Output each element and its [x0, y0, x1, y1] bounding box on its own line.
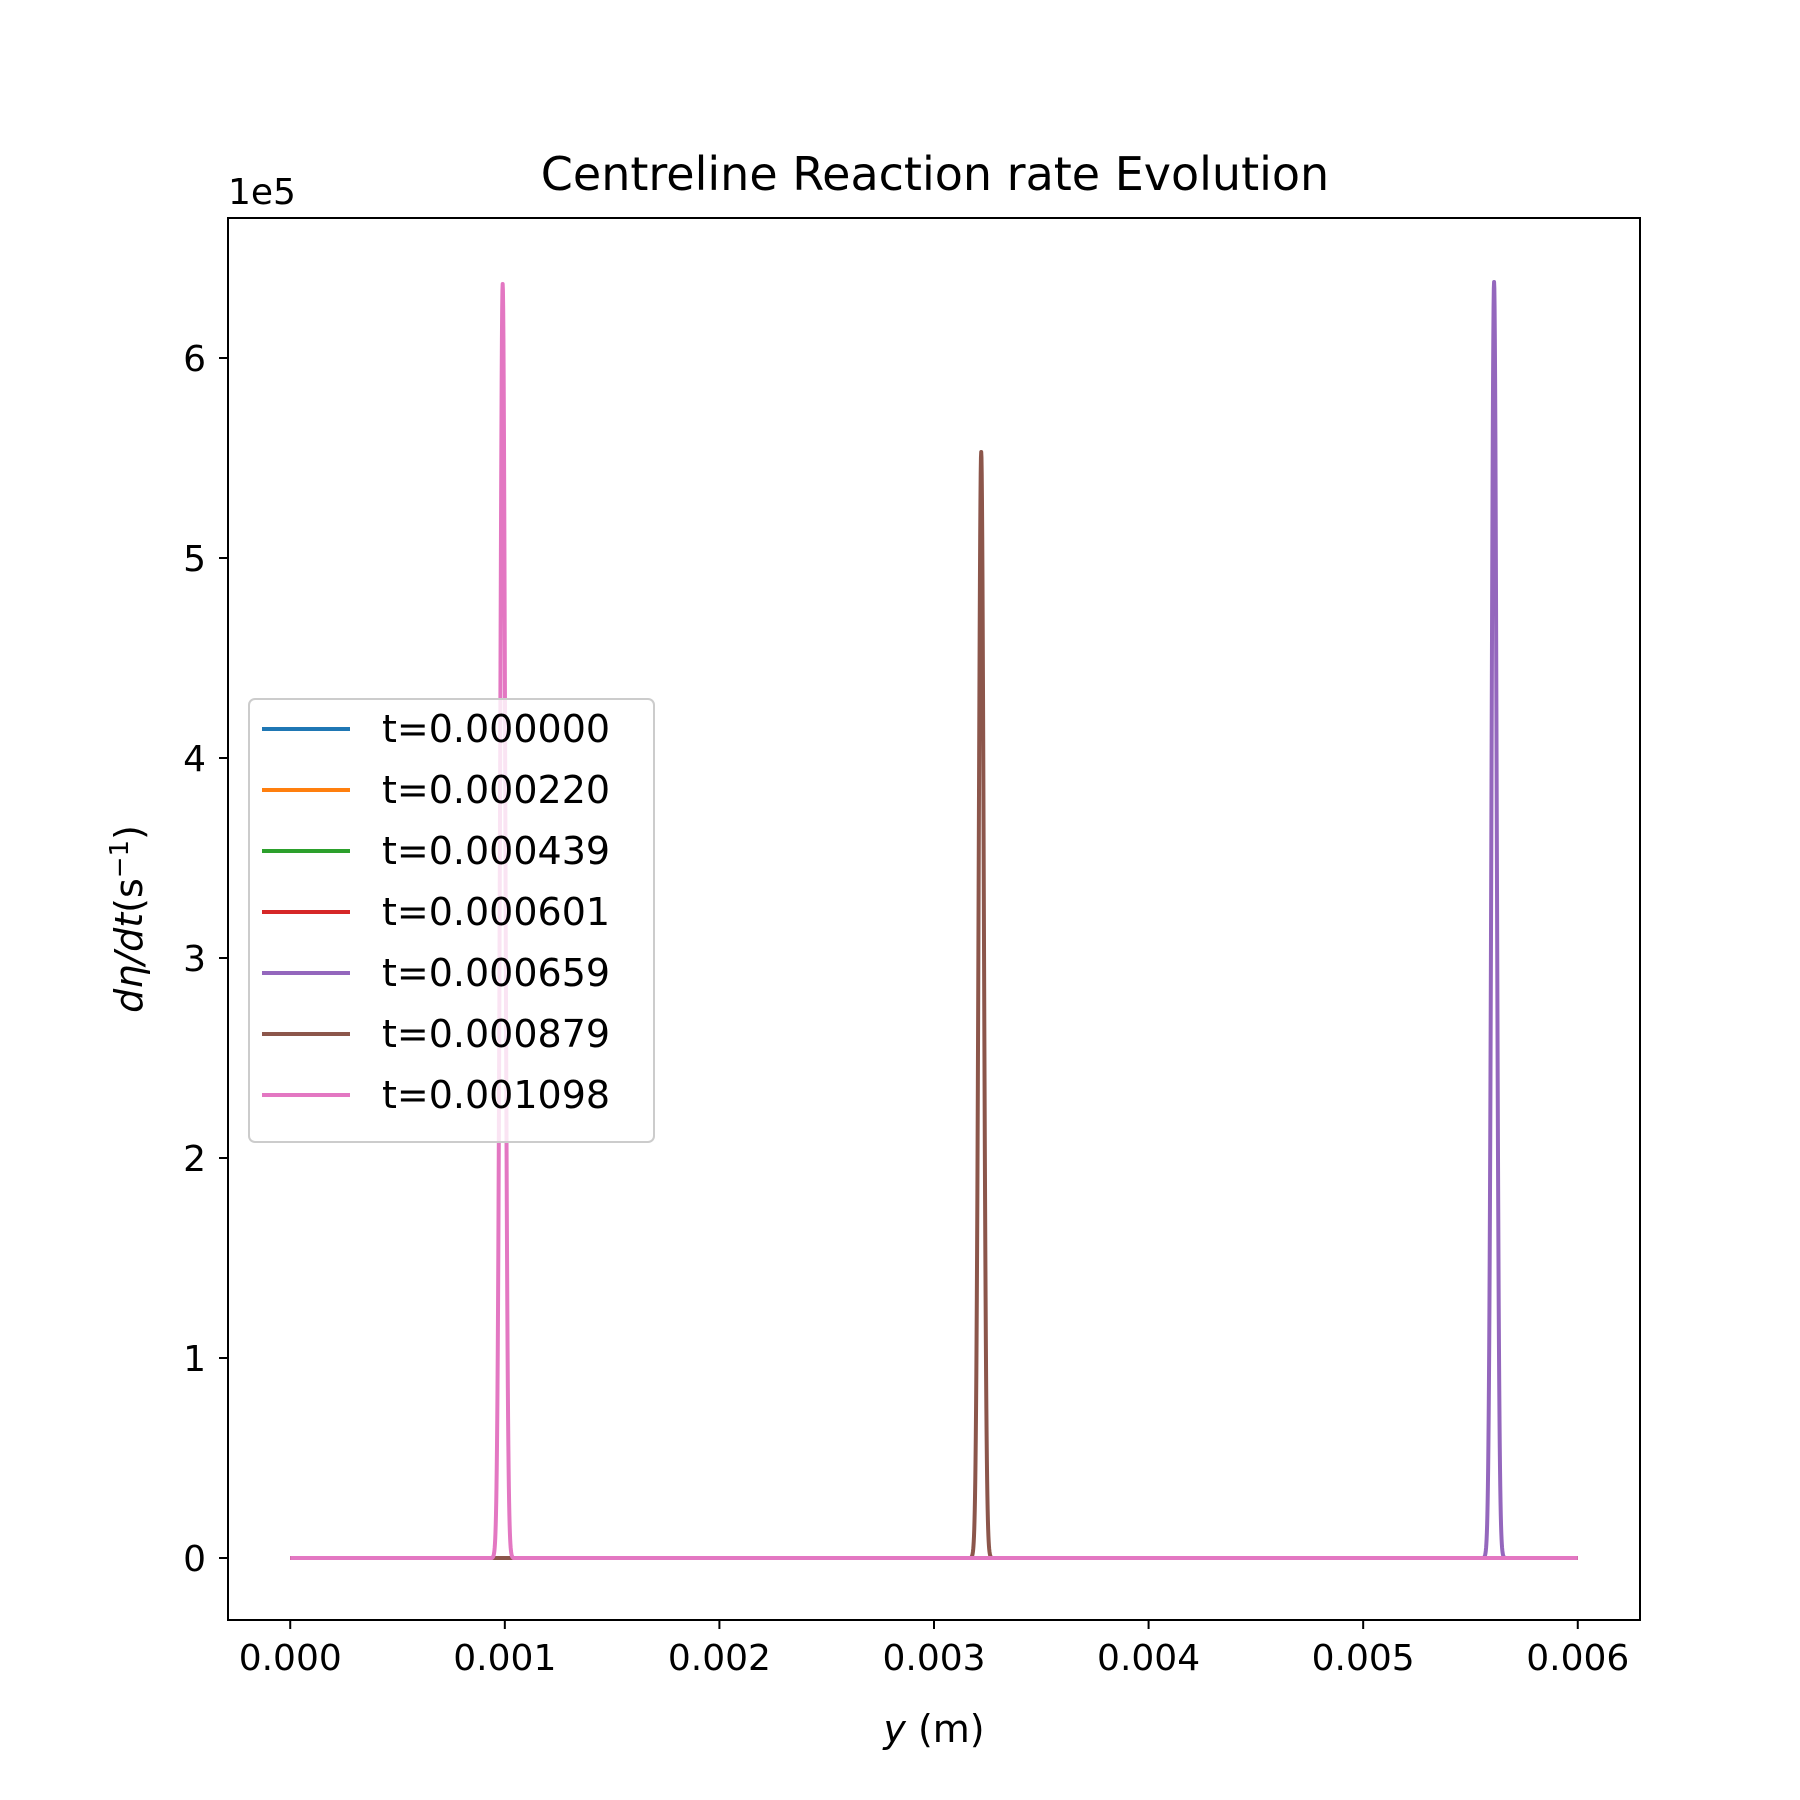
y-tick-label: 1	[183, 1339, 206, 1380]
legend-label: t=0.000439	[382, 829, 610, 873]
legend-label: t=0.000659	[382, 951, 610, 995]
legend-label: t=0.000220	[382, 768, 610, 812]
y-tick-label: 4	[183, 739, 206, 780]
series-line-6	[290, 450, 1578, 1560]
y-tick-label: 6	[183, 339, 206, 380]
x-axis-label-unit: (m)	[906, 1707, 985, 1751]
y-tick-labels: 0 1 2 3 4 5 6	[183, 339, 206, 1580]
axes-frame	[227, 217, 1641, 1621]
x-tick-label: 0.003	[882, 1638, 985, 1679]
y-tick-label: 3	[183, 939, 206, 980]
chart-title: Centreline Reaction rate Evolution	[541, 147, 1329, 201]
legend-entries: t=0.000000 t=0.000220 t=0.000439 t=0.000601…	[262, 707, 610, 1117]
x-tick-label: 0.000	[239, 1638, 342, 1679]
plot-lines	[290, 280, 1578, 1560]
x-tick-label: 0.001	[453, 1638, 556, 1679]
legend-label: t=0.000601	[382, 890, 610, 934]
x-axis-label: y (m)	[882, 1707, 984, 1751]
x-tick-label: 0.004	[1097, 1638, 1200, 1679]
y-axis-label-math: dη/dt	[107, 911, 151, 1013]
x-tick-labels: 0.000 0.001 0.002 0.003 0.004 0.005 0.006	[239, 1638, 1630, 1679]
y-axis-label: dη/dt(s−1)	[105, 825, 151, 1013]
legend-label: t=0.001098	[382, 1073, 610, 1117]
x-tick-label: 0.005	[1312, 1638, 1415, 1679]
x-tick-label: 0.002	[668, 1638, 771, 1679]
y-tick-label: 2	[183, 1139, 206, 1180]
series-line-7	[290, 282, 1578, 1560]
y-offset-text: 1e5	[228, 172, 296, 213]
legend-label: t=0.000000	[382, 707, 610, 751]
y-tick-label: 0	[183, 1539, 206, 1580]
y-tick-label: 5	[183, 539, 206, 580]
tick-marks	[219, 357, 1579, 1629]
y-axis-label-sup: −1	[105, 840, 135, 878]
series-line-5	[290, 280, 1578, 1560]
legend-label: t=0.000879	[382, 1012, 610, 1056]
x-tick-label: 0.006	[1526, 1638, 1629, 1679]
y-axis-label-open: (s	[107, 878, 151, 913]
legend: t=0.000000 t=0.000220 t=0.000439 t=0.000601…	[248, 698, 655, 1143]
legend-frame	[248, 698, 655, 1143]
x-axis-label-var: y	[882, 1707, 906, 1751]
y-axis-label-close: )	[107, 825, 151, 840]
